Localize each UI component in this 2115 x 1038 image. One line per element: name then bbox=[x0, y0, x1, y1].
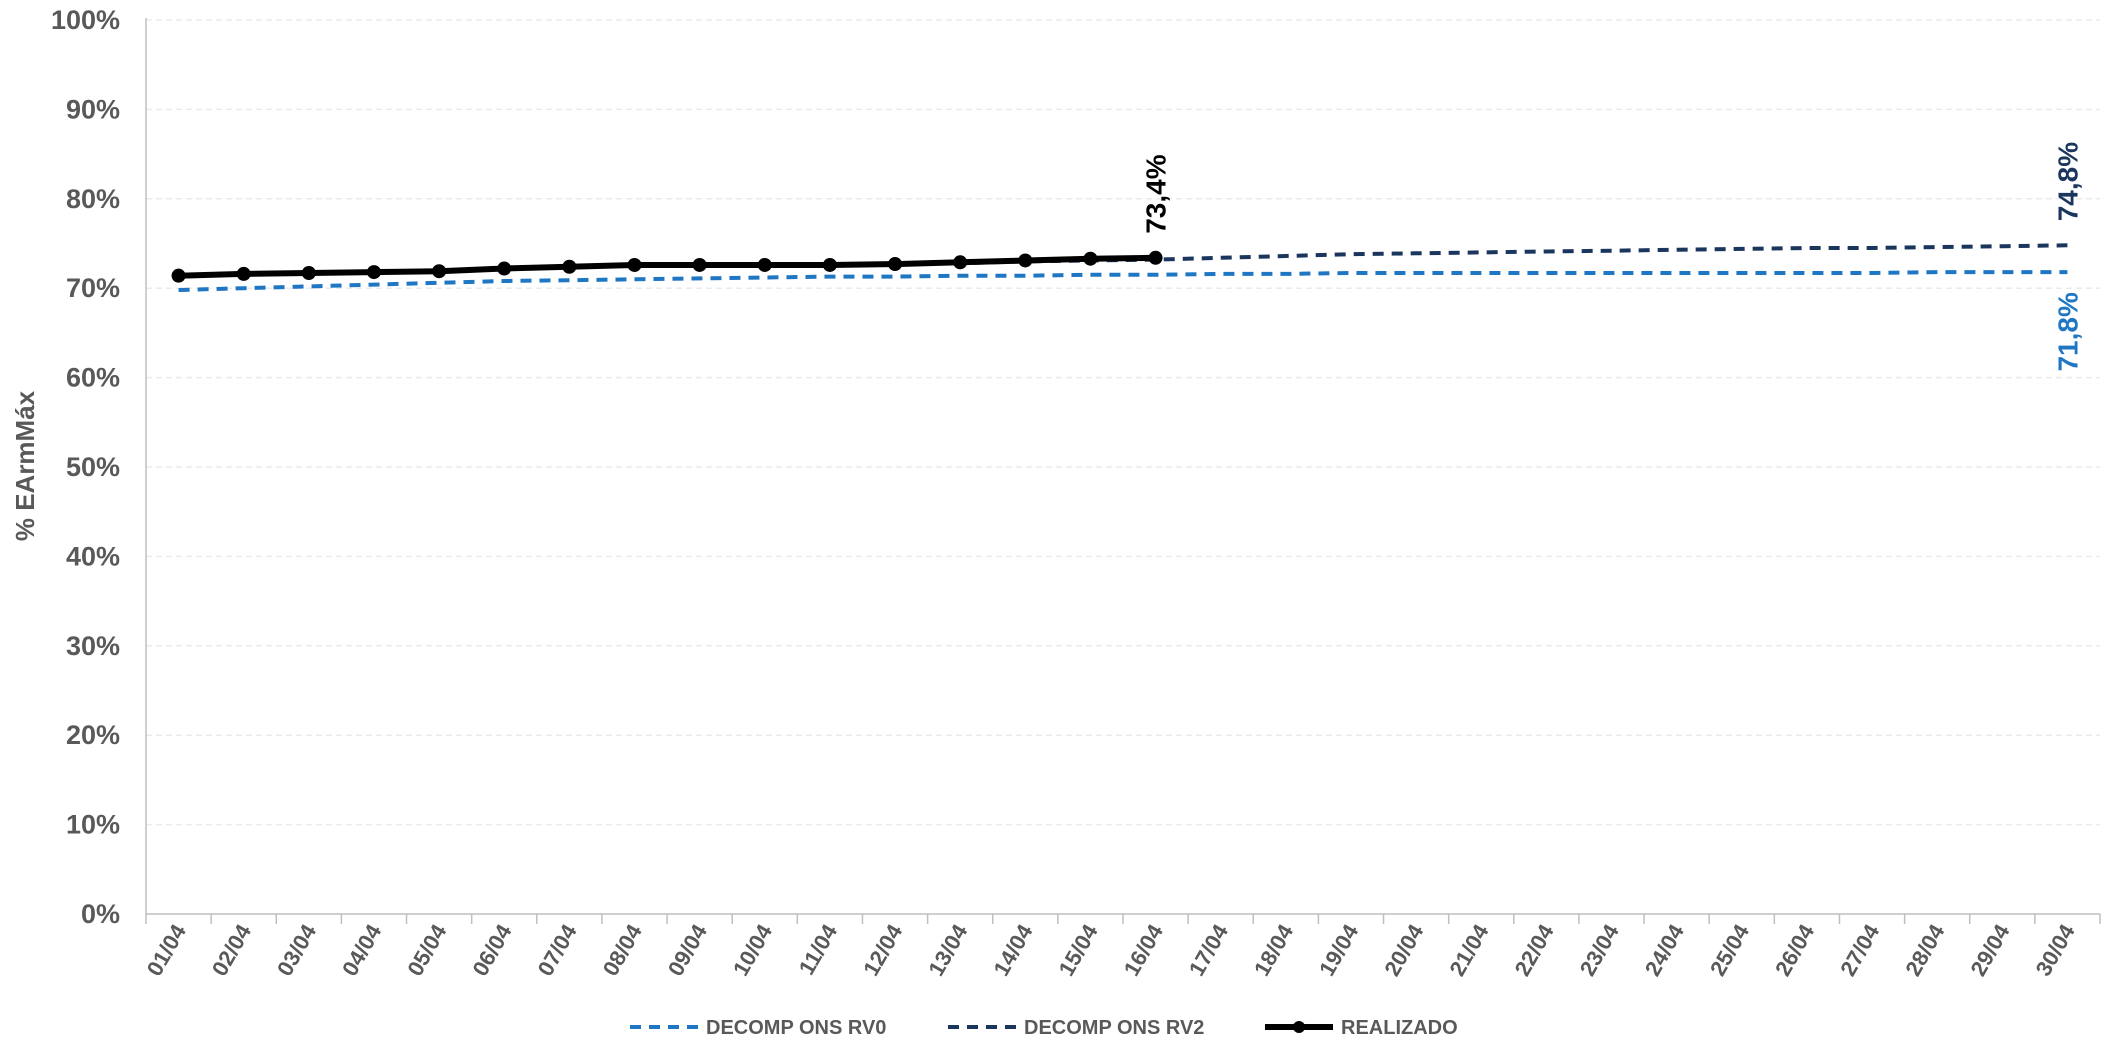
x-tick-label: 09/04 bbox=[663, 919, 713, 980]
legend-label: DECOMP ONS RV2 bbox=[1024, 1017, 1204, 1038]
x-tick-labels: 01/04 02/04 03/04 04/04 05/04 06/04 07/04 08/04… bbox=[142, 919, 2080, 980]
y-tick-label: 90% bbox=[66, 94, 120, 124]
y-tick-label: 0% bbox=[81, 899, 120, 929]
data-point bbox=[497, 261, 512, 276]
end-value-label: 74,8% bbox=[2052, 142, 2083, 221]
x-tick-label: 27/04 bbox=[1835, 919, 1885, 980]
y-tick-label: 100% bbox=[51, 5, 120, 35]
y-tick-labels: 0% 10% 20% 30% 40% 50% 60% 70% 80% 90% 100% bbox=[51, 5, 120, 929]
y-tick-label: 10% bbox=[66, 810, 120, 840]
y-tick-label: 70% bbox=[66, 273, 120, 303]
x-tick-label: 02/04 bbox=[207, 919, 257, 980]
x-tick-label: 18/04 bbox=[1249, 919, 1299, 980]
legend-label: DECOMP ONS RV0 bbox=[706, 1017, 886, 1038]
data-point bbox=[692, 257, 707, 272]
data-point bbox=[171, 268, 186, 283]
x-tick-label: 13/04 bbox=[923, 919, 973, 980]
data-point bbox=[627, 257, 642, 272]
legend-item: REALIZADO bbox=[1265, 1017, 1458, 1038]
x-tick-label: 21/04 bbox=[1444, 919, 1494, 980]
series-line-decomp-ons-rv0 bbox=[178, 270, 2068, 292]
y-tick-label: 20% bbox=[66, 720, 120, 750]
series-line-realizado bbox=[178, 254, 1156, 279]
data-point bbox=[953, 255, 968, 270]
end-value-label: 73,4% bbox=[1141, 154, 1172, 233]
legend-item: DECOMP ONS RV2 bbox=[948, 1017, 1204, 1038]
x-tick-label: 12/04 bbox=[858, 919, 908, 980]
y-axis-title: % EArmMáx bbox=[10, 390, 40, 541]
data-point bbox=[366, 265, 381, 280]
data-point bbox=[888, 257, 903, 272]
x-tick-label: 03/04 bbox=[272, 919, 322, 980]
x-tick-label: 17/04 bbox=[1184, 919, 1234, 980]
x-tick-label: 10/04 bbox=[728, 919, 778, 980]
y-tick-label: 40% bbox=[66, 541, 120, 571]
x-tick-label: 26/04 bbox=[1770, 919, 1820, 980]
x-tick-label: 23/04 bbox=[1575, 919, 1625, 980]
legend-label: REALIZADO bbox=[1341, 1017, 1458, 1038]
data-labels: 71,8% 74,8% 73,4% bbox=[1141, 142, 2084, 372]
gridlines bbox=[146, 19, 2100, 826]
x-tick-label: 29/04 bbox=[1965, 919, 2015, 980]
y-tick-label: 50% bbox=[66, 452, 120, 482]
data-point bbox=[562, 259, 577, 274]
x-tick-label: 07/04 bbox=[533, 919, 583, 980]
data-point bbox=[757, 257, 772, 272]
x-tick-label: 25/04 bbox=[1705, 919, 1755, 980]
x-tick-label: 01/04 bbox=[142, 919, 192, 980]
data-point bbox=[432, 264, 447, 279]
x-tick-label: 11/04 bbox=[794, 919, 843, 979]
x-tick-label: 22/04 bbox=[1510, 919, 1560, 980]
x-tick-label: 05/04 bbox=[402, 919, 452, 980]
x-tick-label: 28/04 bbox=[1900, 919, 1950, 980]
legend-marker bbox=[1293, 1021, 1305, 1033]
x-tick-label: 20/04 bbox=[1379, 919, 1429, 980]
legend: DECOMP ONS RV0 DECOMP ONS RV2 REALIZADO bbox=[630, 1017, 1458, 1038]
data-point bbox=[822, 257, 837, 272]
y-tick-label: 30% bbox=[66, 631, 120, 661]
series-lines bbox=[171, 243, 2068, 292]
x-tick-label: 04/04 bbox=[337, 919, 387, 980]
x-tick-label: 14/04 bbox=[988, 919, 1038, 980]
data-point bbox=[1148, 250, 1163, 265]
x-tick-label: 19/04 bbox=[1314, 919, 1364, 980]
x-tick-label: 15/04 bbox=[1054, 919, 1104, 980]
axes bbox=[145, 18, 2101, 924]
legend-item: DECOMP ONS RV0 bbox=[630, 1017, 886, 1038]
data-point bbox=[301, 266, 316, 281]
data-point bbox=[1083, 251, 1098, 266]
x-tick-label: 30/04 bbox=[2031, 919, 2081, 980]
y-tick-label: 80% bbox=[66, 184, 120, 214]
data-point bbox=[1018, 253, 1033, 268]
x-tick-label: 16/04 bbox=[1119, 919, 1169, 980]
end-value-label: 71,8% bbox=[2052, 292, 2083, 371]
y-tick-label: 60% bbox=[66, 363, 120, 393]
x-tick-label: 06/04 bbox=[467, 919, 517, 980]
x-tick-label: 08/04 bbox=[598, 919, 648, 980]
x-tick-label: 24/04 bbox=[1640, 919, 1690, 980]
data-point bbox=[236, 266, 251, 281]
